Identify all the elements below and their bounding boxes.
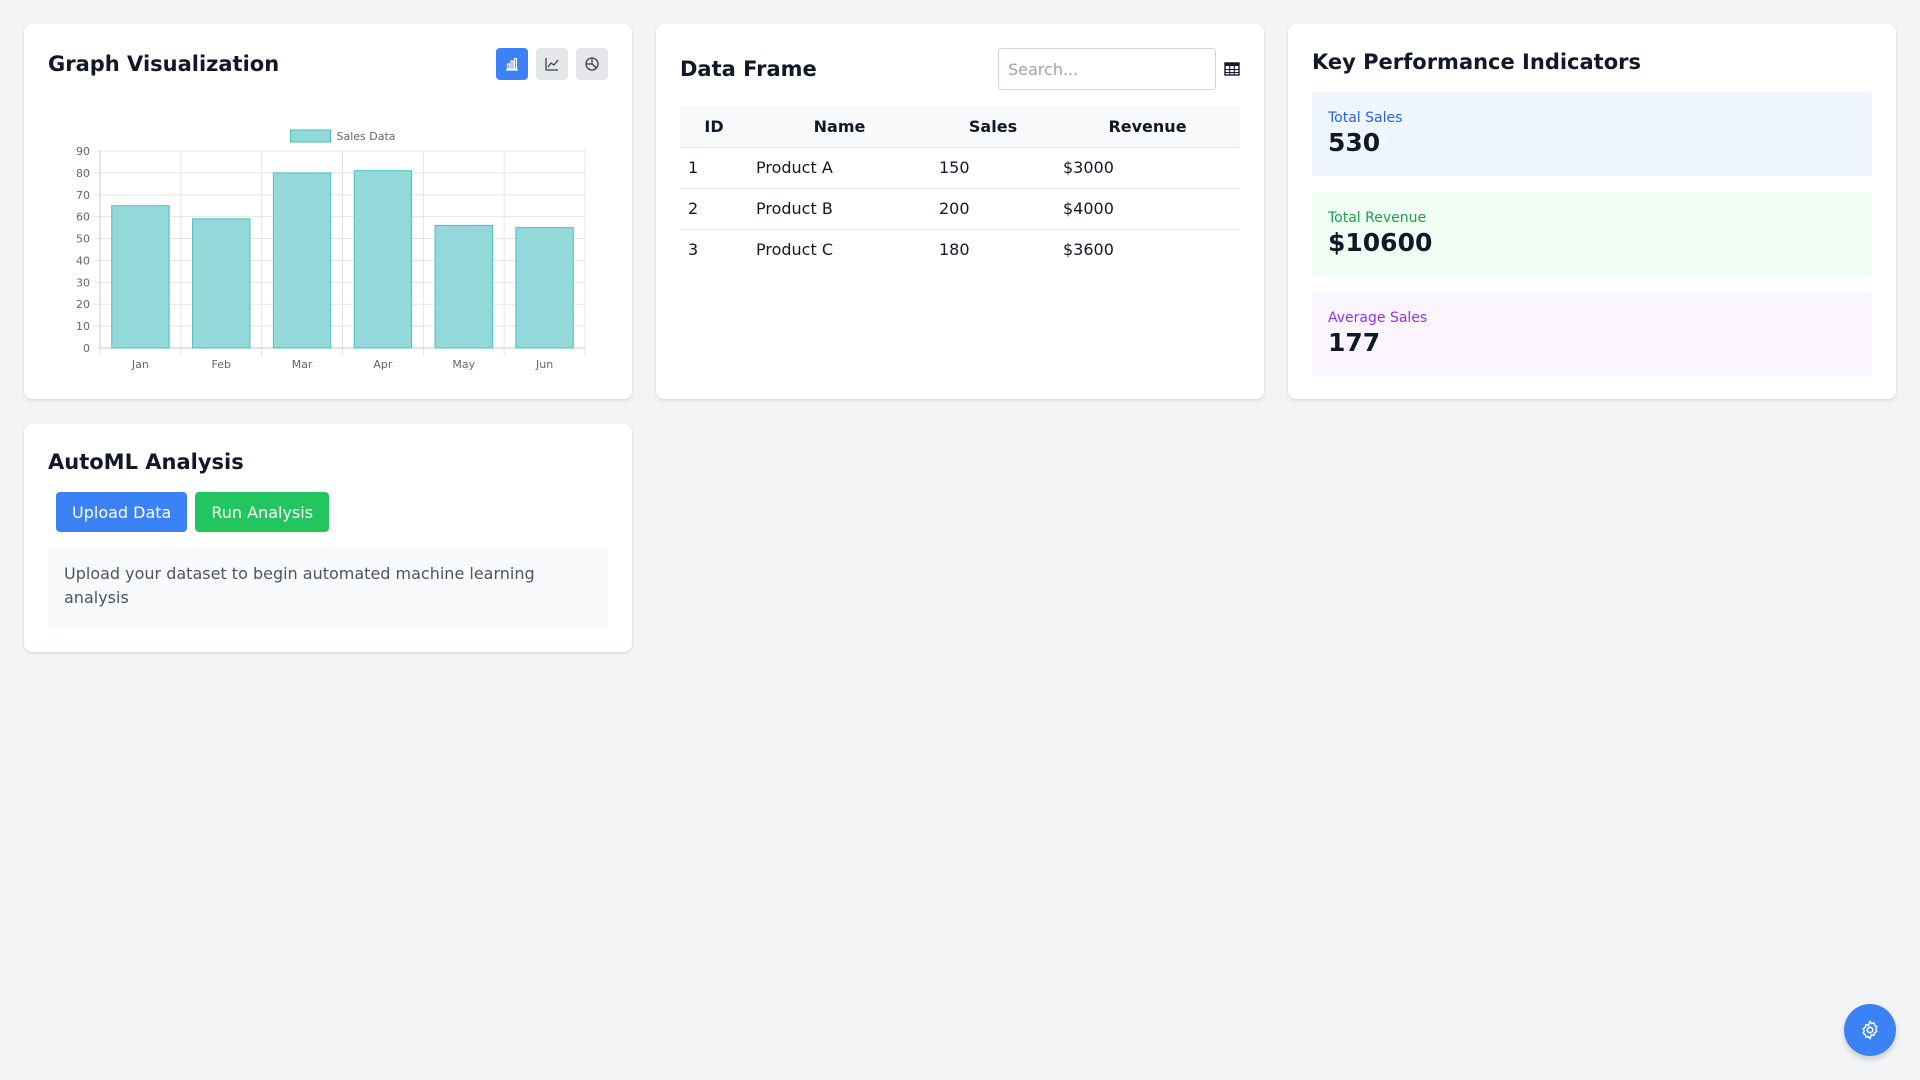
cell-id: 3 — [688, 240, 699, 260]
column-header-id[interactable]: ID — [680, 106, 748, 148]
x-tick-label: Feb — [212, 358, 231, 371]
cell-id: 2 — [680, 188, 748, 230]
bar — [192, 218, 251, 349]
line-chart-icon — [545, 58, 559, 71]
cell-name: Product C — [756, 240, 834, 260]
automl-status-message: Upload your dataset to begin automated m… — [48, 548, 608, 628]
line-chart-button[interactable] — [536, 48, 568, 80]
y-tick-label: 90 — [76, 145, 90, 158]
kpi-value: 177 — [1328, 328, 1381, 357]
x-tick-label: Mar — [292, 358, 313, 371]
y-tick-label: 60 — [76, 211, 90, 224]
kpi-average-sales: Average Sales 177 — [1312, 292, 1872, 376]
cell-sales: 180 — [939, 240, 970, 260]
bar-chart-icon — [506, 57, 518, 71]
cell-revenue: $4000 — [1055, 188, 1240, 230]
column-header-sales[interactable]: Sales — [931, 106, 1055, 148]
gear-icon — [1862, 1020, 1878, 1040]
table-row[interactable]: 3 Product C 180 $3600 — [680, 229, 1240, 270]
y-tick-label: 50 — [76, 233, 90, 246]
upload-data-button[interactable]: Upload Data — [56, 492, 188, 532]
kpi-label: Total Sales — [1328, 110, 1403, 126]
data-frame-card: Data Frame ID Name Sales Revenue 1 Produ… — [656, 24, 1264, 399]
table-row[interactable]: 2 Product B 200 $4000 — [680, 188, 1240, 230]
bar — [353, 170, 413, 349]
bar — [434, 224, 493, 349]
automl-actions: Upload Data Run Analysis — [56, 492, 330, 532]
kpi-total-revenue: Total Revenue $10600 — [1312, 192, 1872, 276]
bar — [272, 172, 332, 349]
kpi-label: Total Revenue — [1328, 210, 1427, 226]
kpi-title: Key Performance Indicators — [1312, 50, 1641, 74]
graph-title: Graph Visualization — [48, 52, 280, 76]
cell-name: Product A — [748, 147, 931, 189]
legend-label: Sales Data — [337, 130, 396, 143]
data-frame-title: Data Frame — [680, 57, 817, 81]
graph-visualization-card: Graph Visualization 0 10 20 30 40 50 60 70 80 90 — [24, 24, 632, 399]
bar-chart-button[interactable] — [496, 48, 528, 80]
legend-swatch — [290, 129, 331, 143]
x-tick-label: Jan — [131, 358, 149, 371]
chart-type-switcher — [496, 48, 608, 80]
x-tick-label: May — [452, 358, 475, 371]
kpi-label: Average Sales — [1328, 310, 1428, 326]
column-header-revenue[interactable]: Revenue — [1055, 106, 1240, 148]
table-icon[interactable] — [1224, 61, 1240, 77]
cell-revenue: $3600 — [1063, 240, 1114, 260]
y-tick-label: 70 — [76, 189, 90, 202]
kpi-value: 530 — [1328, 128, 1381, 157]
column-header-name[interactable]: Name — [748, 106, 931, 148]
bar — [111, 205, 170, 349]
cell-sales: 150 — [931, 147, 1055, 189]
automl-title: AutoML Analysis — [48, 450, 244, 474]
cell-id: 1 — [680, 147, 748, 189]
table-row[interactable]: 1 Product A 150 $3000 — [680, 147, 1240, 189]
cell-revenue: $3000 — [1055, 147, 1240, 189]
cell-sales: 200 — [931, 188, 1055, 230]
pie-chart-button[interactable] — [576, 48, 608, 80]
run-analysis-button[interactable]: Run Analysis — [195, 492, 330, 532]
automl-analysis-card: AutoML Analysis Upload Data Run Analysis… — [24, 424, 632, 652]
cell-name: Product B — [748, 188, 931, 230]
y-tick-label: 0 — [83, 342, 90, 355]
kpi-card: Key Performance Indicators Total Sales 5… — [1288, 24, 1896, 399]
settings-fab-button[interactable] — [1844, 1004, 1896, 1056]
kpi-total-sales: Total Sales 530 — [1312, 92, 1872, 176]
kpi-value: $10600 — [1328, 228, 1433, 257]
y-tick-label: 20 — [76, 298, 90, 311]
x-tick-label: Jun — [535, 358, 553, 371]
bar — [515, 227, 574, 349]
table-header-row: ID Name Sales Revenue — [680, 106, 1240, 148]
pie-chart-icon — [585, 57, 599, 71]
search-input[interactable] — [998, 48, 1216, 90]
y-tick-label: 80 — [76, 167, 90, 180]
bar-chart: 0 10 20 30 40 50 60 70 80 90 Jan Feb Mar Apr May Jun Sal… — [76, 129, 586, 371]
x-tick-label: Apr — [373, 358, 393, 371]
y-tick-label: 30 — [76, 276, 90, 289]
data-table: ID Name Sales Revenue 1 Product A 150 $3… — [680, 106, 1240, 270]
y-tick-label: 40 — [76, 254, 90, 267]
y-tick-label: 10 — [76, 320, 90, 333]
